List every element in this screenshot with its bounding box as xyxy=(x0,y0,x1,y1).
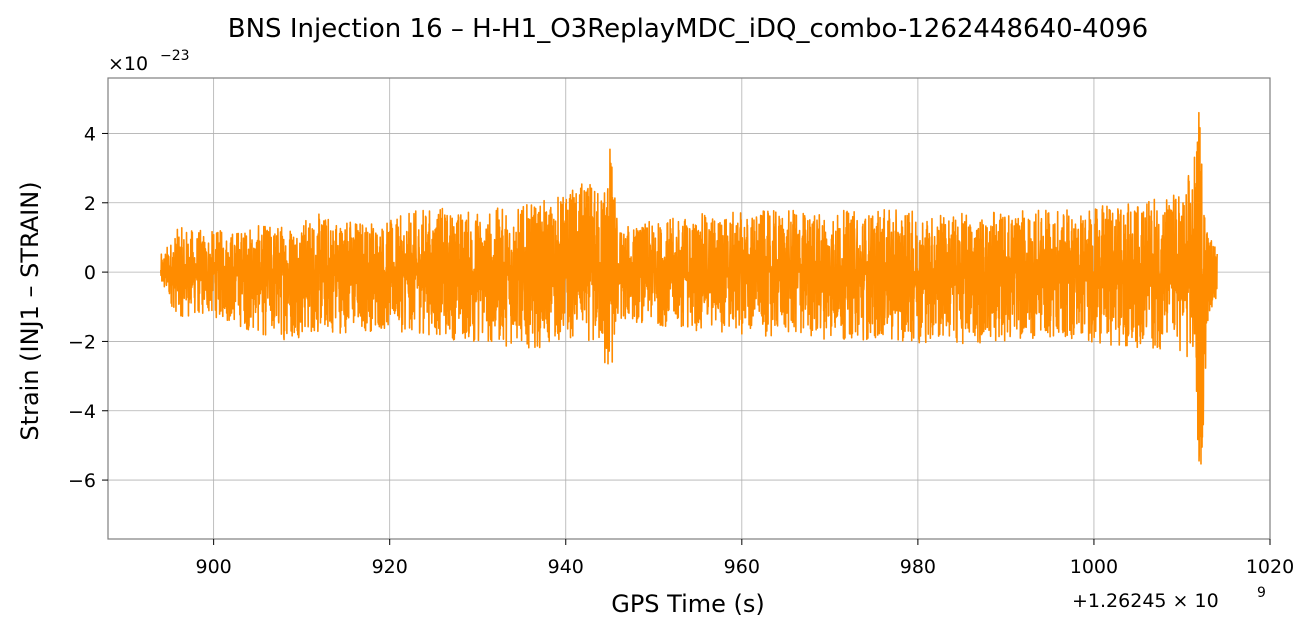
chart-title: BNS Injection 16 – H-H1_O3ReplayMDC_iDQ_… xyxy=(228,14,1148,44)
x-tick-label: 920 xyxy=(372,556,408,578)
series-line xyxy=(160,111,1218,465)
x-tick-label: 980 xyxy=(900,556,936,578)
x-tick-label: 1000 xyxy=(1070,556,1118,578)
y-tick-label: 2 xyxy=(84,193,96,215)
x-tick-label: 940 xyxy=(548,556,584,578)
y-scale-text: ×10 xyxy=(108,53,148,75)
y-tick-label: 0 xyxy=(84,262,96,284)
y-tick-label: −4 xyxy=(68,401,96,423)
plot-frame xyxy=(107,77,1271,540)
x-offset-text: +1.26245 × 10 xyxy=(1072,590,1219,612)
y-axis: 4 2 0 −2 −4 −6 xyxy=(68,123,108,492)
y-axis-label: Strain (INJ1 – STRAIN) xyxy=(16,181,44,440)
x-offset-exponent: 9 xyxy=(1257,585,1266,601)
y-tick-label: 4 xyxy=(84,123,96,145)
x-tick-label: 1020 xyxy=(1246,556,1294,578)
x-axis-label: GPS Time (s) xyxy=(611,590,765,618)
x-tick-label: 960 xyxy=(724,556,760,578)
x-tick-label: 900 xyxy=(196,556,232,578)
y-tick-label: −2 xyxy=(68,331,96,353)
y-tick-label: −6 xyxy=(68,470,96,492)
x-offset: +1.26245 × 10 9 xyxy=(1072,585,1266,612)
y-scale-factor: ×10 −23 xyxy=(108,48,190,75)
plot-area xyxy=(160,111,1218,465)
y-scale-exponent: −23 xyxy=(160,48,190,64)
x-axis: 900 920 940 960 980 1000 1020 xyxy=(196,539,1294,578)
